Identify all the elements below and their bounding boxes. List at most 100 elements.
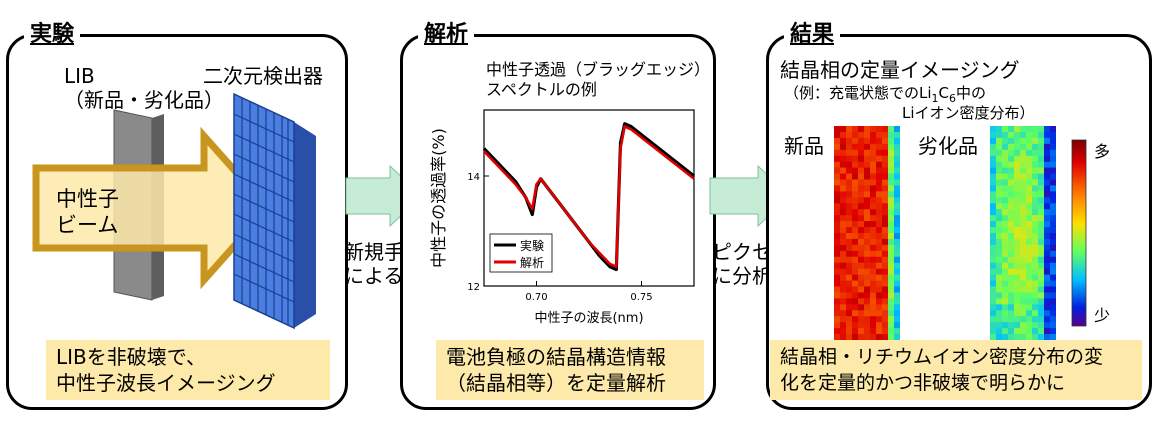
map-pixel — [1044, 233, 1050, 240]
map-pixel — [1050, 185, 1056, 192]
map-pixel — [888, 286, 894, 293]
map-pixel — [846, 292, 852, 299]
map-pixel — [1020, 173, 1026, 180]
map-pixel — [894, 173, 900, 180]
map-pixel — [1002, 191, 1008, 198]
map-pixel — [864, 191, 870, 198]
map-pixel — [1026, 328, 1032, 335]
map-pixel — [852, 238, 858, 246]
map-pixel — [846, 280, 852, 287]
map-pixel — [858, 143, 864, 151]
map-pixel — [1008, 268, 1014, 276]
x-tick-label: 0.75 — [630, 292, 652, 303]
map-pixel — [840, 292, 846, 299]
map-pixel — [894, 185, 900, 192]
map-pixel — [840, 286, 846, 293]
map-pixel — [1020, 155, 1026, 163]
map-pixel — [990, 137, 996, 145]
map-pixel — [870, 274, 876, 281]
map-pixel — [1050, 304, 1056, 311]
map-pixel — [1014, 185, 1020, 192]
map-pixel — [852, 310, 858, 317]
map-pixel — [864, 238, 870, 246]
map-pixel — [1014, 310, 1020, 317]
map-pixel — [996, 316, 1002, 323]
map-pixel — [1008, 233, 1014, 240]
map-pixel — [864, 173, 870, 180]
map-pixel — [1008, 250, 1014, 258]
map-pixel — [990, 203, 996, 210]
map-pixel — [870, 280, 876, 287]
map-pixel — [870, 286, 876, 293]
map-pixel — [882, 304, 888, 311]
map-pixel — [996, 244, 1002, 252]
map-pixel — [864, 131, 870, 139]
map-pixel — [882, 131, 888, 139]
map-pixel — [882, 185, 888, 192]
map-pixel — [876, 244, 882, 252]
map-pixel — [894, 280, 900, 287]
map-pixel — [888, 173, 894, 180]
map-pixel — [888, 149, 894, 157]
map-pixel — [834, 149, 840, 157]
map-pixel — [858, 185, 864, 192]
map-pixel — [1050, 191, 1056, 198]
map-pixel — [852, 126, 858, 133]
experiment-caption-line2: 中性子波長イメージング — [56, 371, 276, 395]
map-pixel — [840, 221, 846, 228]
map-pixel — [1014, 238, 1020, 246]
map-pixel — [834, 185, 840, 192]
map-pixel — [1044, 209, 1050, 216]
map-pixel — [1044, 274, 1050, 281]
map-pixel — [894, 167, 900, 174]
map-pixel — [870, 334, 876, 340]
map-pixel — [882, 238, 888, 246]
map-pixel — [858, 191, 864, 198]
map-pixel — [894, 274, 900, 281]
experiment-caption: LIBを非破壊で、 中性子波長イメージング — [46, 340, 330, 400]
lib-label-line1: LIB — [64, 64, 95, 88]
map-pixel — [876, 256, 882, 264]
result-subheading-1: （例：充電状態でのLi1C6中の — [784, 84, 986, 108]
map-pixel — [1050, 131, 1056, 139]
map-pixel — [834, 262, 840, 270]
map-pixel — [852, 173, 858, 180]
map-pixel — [990, 227, 996, 234]
map-pixel — [852, 179, 858, 186]
map-pixel — [888, 250, 894, 258]
map-pixel — [834, 286, 840, 293]
map-pixel — [1008, 197, 1014, 204]
chart-legend: 実験 解析 — [489, 233, 553, 273]
map-pixel — [834, 221, 840, 228]
map-pixel — [888, 322, 894, 329]
map-pixel — [894, 268, 900, 276]
map-pixel — [894, 197, 900, 204]
map-pixel — [876, 286, 882, 293]
map-pixel — [1044, 310, 1050, 317]
map-pixel — [858, 173, 864, 180]
map-pixel — [1050, 316, 1056, 323]
map-pixel — [1044, 304, 1050, 311]
map-pixel — [864, 227, 870, 234]
map-pixel — [840, 238, 846, 246]
map-pixel — [834, 131, 840, 139]
map-pixel — [1020, 149, 1026, 157]
analysis-caption: 電池負極の結晶構造情報 （結晶相等）を定量解析 — [436, 340, 704, 400]
map-pixel — [876, 322, 882, 329]
map-pixel — [1014, 250, 1020, 258]
map-pixel — [1014, 173, 1020, 180]
map-pixel — [858, 286, 864, 293]
map-pixel — [834, 322, 840, 329]
map-pixel — [840, 209, 846, 216]
map-pixel — [882, 179, 888, 186]
map-pixel — [1038, 173, 1044, 180]
map-pixel — [1038, 155, 1044, 163]
experiment-title: 実験 — [24, 22, 81, 48]
map-pixel — [894, 244, 900, 252]
map-pixel — [1038, 256, 1044, 264]
map-pixel — [1038, 310, 1044, 317]
map-pixel — [894, 161, 900, 169]
map-pixel — [1032, 322, 1038, 329]
map-pixel — [870, 197, 876, 204]
map-pixel — [1050, 268, 1056, 276]
